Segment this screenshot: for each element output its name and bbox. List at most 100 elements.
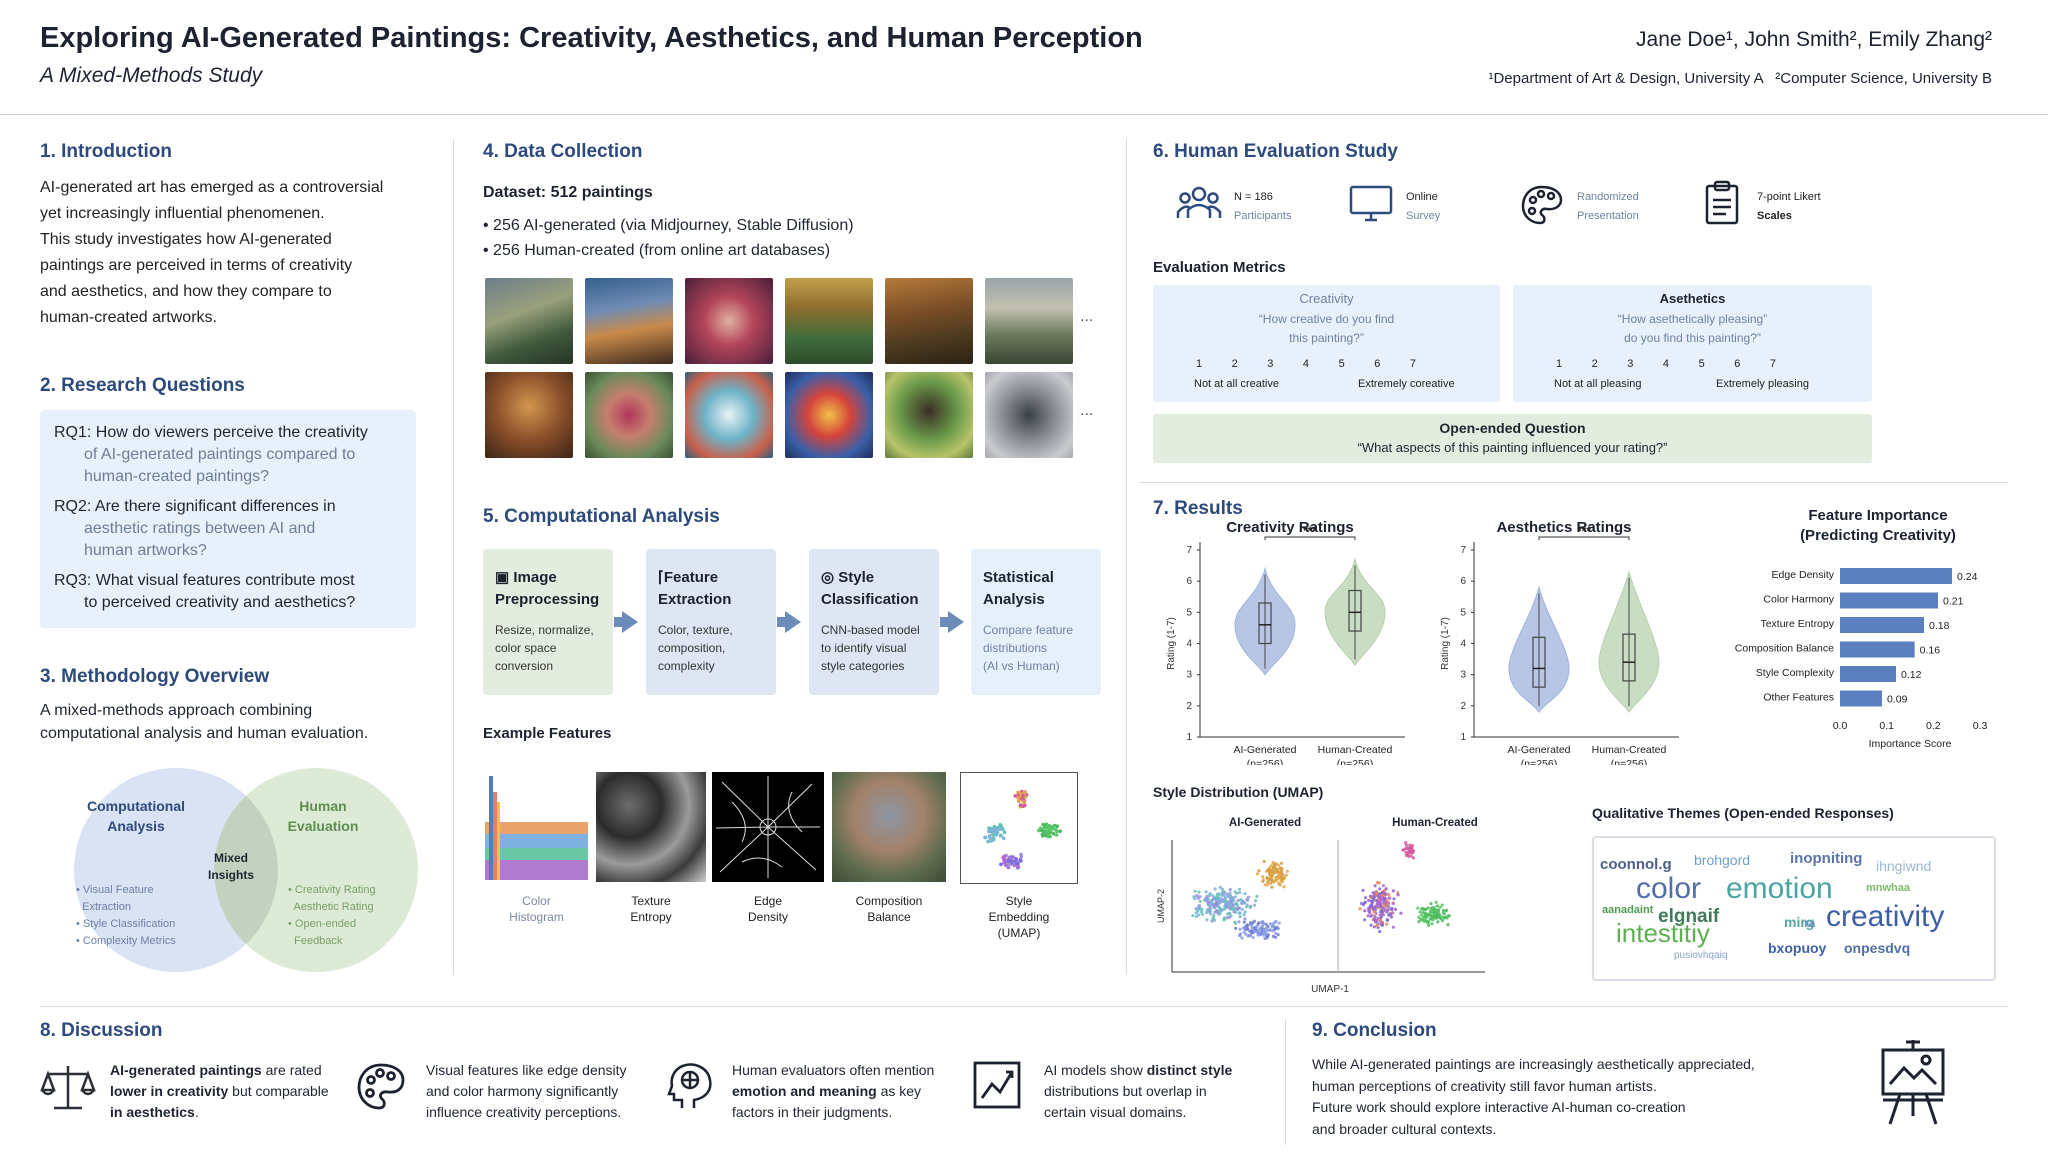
category-label: AI-Generated — [1233, 744, 1296, 756]
embedding-point — [1058, 829, 1062, 833]
umap-point — [1242, 901, 1247, 905]
step-desc: CNN-based model to identify visual style c… — [821, 623, 920, 673]
umap-point — [1424, 907, 1428, 911]
umap-point — [1238, 932, 1243, 936]
umap-point — [1197, 904, 1201, 908]
method-heading: 3. Methodology Overview — [40, 666, 270, 687]
y-axis-label: Rating (1-7) — [1166, 617, 1177, 670]
umap-point — [1425, 920, 1430, 924]
umap-point — [1191, 914, 1195, 918]
discussion-item-3: Human evaluators often mention emotion a… — [732, 1062, 935, 1120]
pipeline-arrow — [785, 611, 801, 633]
umap-point — [1265, 928, 1269, 932]
umap-point — [1438, 905, 1442, 909]
umap-point — [1380, 909, 1384, 913]
word: pusiovhqaiq — [1674, 950, 1728, 961]
umap-point — [1266, 868, 1270, 872]
umap-point — [1269, 868, 1273, 872]
venn-right-title: Human Evaluation — [287, 798, 359, 834]
embedding-point — [983, 835, 988, 840]
umap-point — [1194, 914, 1199, 918]
umap-left-title: AI-Generated — [1229, 817, 1301, 829]
umap-point — [1227, 904, 1231, 908]
word: creativity — [1826, 900, 1945, 933]
umap-point — [1255, 894, 1259, 898]
umap-point — [1261, 875, 1265, 879]
umap-point — [1218, 911, 1222, 916]
chart-title: Creativity Ratings — [1226, 519, 1354, 536]
umap-point — [1263, 883, 1267, 887]
metrics-heading: Evaluation Metrics — [1153, 259, 1286, 276]
umap-point — [1266, 935, 1270, 939]
step-title: ◎ Style Classification — [821, 569, 919, 608]
umap-point — [1246, 927, 1250, 931]
embedding-point — [986, 839, 990, 844]
word: inopniting — [1790, 850, 1863, 867]
umap-point — [1373, 884, 1377, 888]
iqr-box — [1532, 636, 1546, 688]
bar-category-label: Composition Balance — [1735, 643, 1834, 655]
embedding-point — [1003, 860, 1007, 865]
embedding-point — [1054, 833, 1059, 837]
umap-point — [1372, 891, 1376, 895]
rq1: RQ1: How do viewers perceive the creativ… — [54, 424, 368, 485]
embedding-point — [1016, 861, 1020, 866]
umap-point — [1229, 914, 1233, 918]
y-tick-label: 1 — [1186, 732, 1192, 743]
umap-point — [1274, 866, 1278, 870]
participants-icon — [1176, 186, 1222, 218]
embedding-point — [1016, 796, 1020, 800]
umap-point — [1432, 912, 1436, 916]
umap-point — [1235, 907, 1239, 911]
step-desc: Resize, normalize, color space conversion — [495, 623, 594, 673]
umap-point — [1366, 907, 1370, 911]
umap-point — [1222, 890, 1226, 894]
umap-point — [1204, 897, 1208, 901]
umap-point — [1369, 923, 1373, 927]
umap-point — [1363, 909, 1367, 913]
umap-point — [1391, 925, 1395, 929]
umap-point — [1257, 933, 1261, 937]
embedding-point — [1051, 825, 1056, 829]
umap-point — [1278, 866, 1282, 870]
y-tick-label: 5 — [1186, 607, 1192, 618]
umap-point — [1421, 911, 1425, 915]
venn-left-items: • Visual Feature Extraction • Style Class… — [76, 884, 176, 947]
umap-point — [1238, 911, 1242, 915]
embedding-point — [1055, 824, 1060, 828]
umap-point — [1381, 884, 1385, 888]
umap-point — [1407, 848, 1411, 852]
dataset-label: Dataset: 512 paintings — [483, 184, 653, 201]
umap-point — [1278, 883, 1282, 887]
umap-point — [1228, 887, 1232, 892]
creativity-metric-box — [1153, 285, 1500, 402]
umap-point — [1268, 928, 1272, 932]
embedding-point — [1001, 836, 1006, 841]
palette-icon — [1521, 185, 1563, 225]
umap-point — [1237, 920, 1241, 924]
embedding-point — [999, 862, 1003, 867]
umap-point — [1193, 897, 1197, 901]
embedding-point — [999, 833, 1003, 838]
umap-point — [1441, 910, 1445, 914]
open-question-text: “What aspects of this painting influence… — [1357, 440, 1668, 455]
bar-value-label: 0.24 — [1957, 571, 1978, 583]
umap-point — [1247, 934, 1251, 938]
venn-left-title: Computational Analysis — [87, 798, 185, 834]
results-heading: 7. Results — [1153, 498, 1243, 519]
embedding-point — [1047, 834, 1052, 838]
embedding-point — [1042, 823, 1046, 827]
umap-point — [1258, 928, 1263, 932]
creativity-metric-question: “How creative do you find this painting?” — [1258, 312, 1395, 345]
rq3: RQ3: What visual features contribute mos… — [54, 572, 356, 611]
umap-point — [1266, 924, 1270, 929]
embedding-point — [999, 824, 1003, 828]
umap-point — [1278, 872, 1282, 877]
umap-point — [1436, 920, 1440, 924]
umap-point — [1411, 849, 1415, 853]
y-tick-label: 4 — [1186, 639, 1192, 650]
umap-point — [1205, 918, 1209, 922]
umap-heading: Style Distribution (UMAP) — [1153, 784, 1324, 800]
creativity-metric-title: Creativity — [1299, 291, 1354, 306]
embedding-point — [1007, 862, 1011, 866]
